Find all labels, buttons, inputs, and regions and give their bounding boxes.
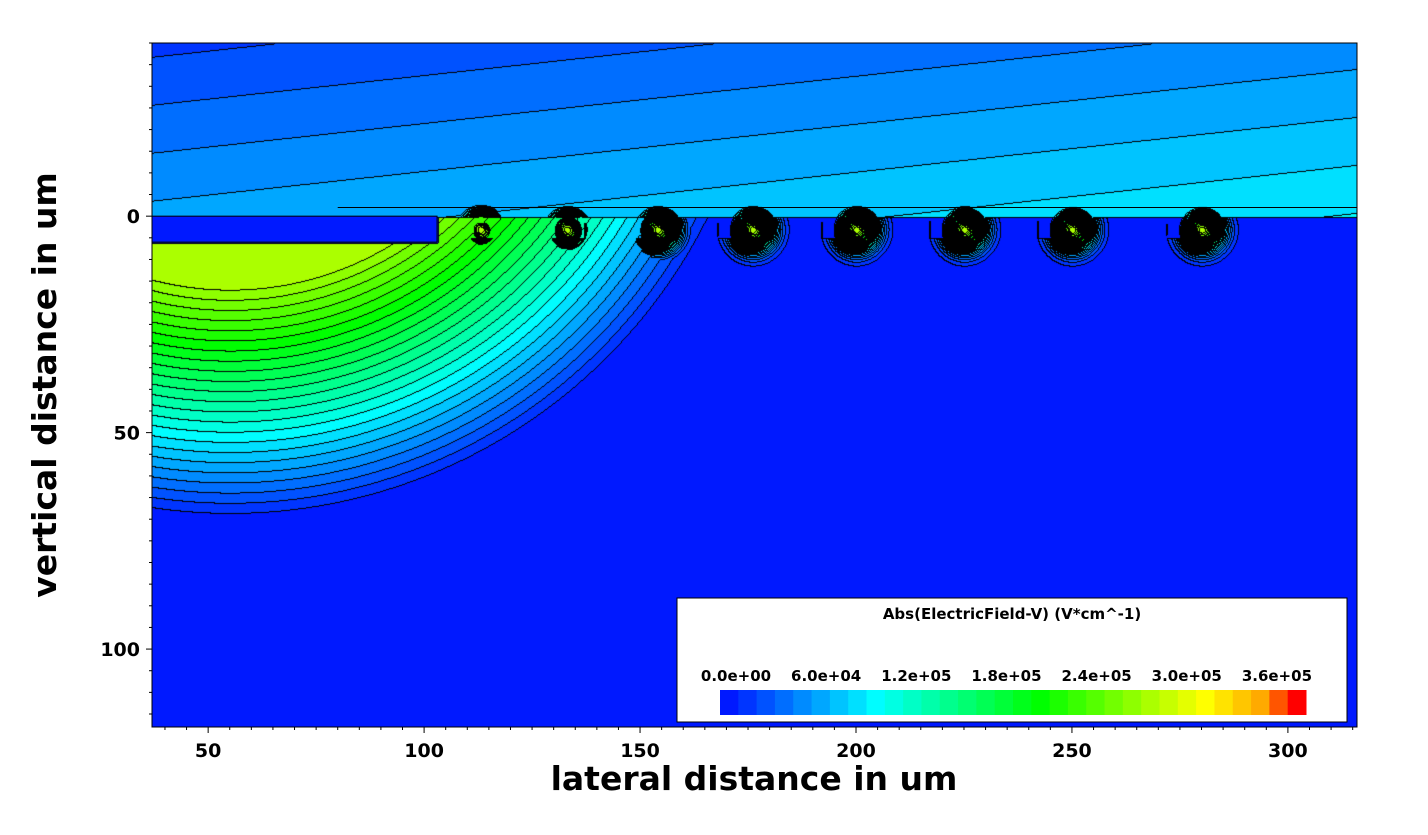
colorbar-swatch bbox=[1031, 690, 1051, 715]
x-tick-label: 100 bbox=[404, 740, 444, 762]
colorbar-tick-labels: 0.0e+00 6.0e+04 1.2e+05 1.8e+05 2.4e+05 3.0e+… bbox=[701, 667, 1312, 685]
y-axis: 0 50 100 bbox=[100, 42, 152, 715]
colorbar-swatch bbox=[738, 690, 758, 715]
x-tick-label: 300 bbox=[1268, 740, 1308, 762]
x-tick-label: 200 bbox=[836, 740, 876, 762]
y-tick-label: 100 bbox=[100, 639, 140, 661]
colorbar-swatch bbox=[1232, 690, 1252, 715]
colorbar-swatch bbox=[866, 690, 886, 715]
colorbar-tick-label: 3.0e+05 bbox=[1152, 667, 1222, 685]
y-tick-label: 50 bbox=[114, 423, 140, 445]
colorbar-swatches bbox=[720, 690, 1307, 715]
y-axis-title: vertical distance in um bbox=[25, 172, 64, 598]
colorbar-swatch bbox=[1013, 690, 1032, 715]
colorbar-swatch bbox=[958, 690, 977, 715]
colorbar-title: Abs(ElectricField-V) (V*cm^-1) bbox=[883, 605, 1141, 623]
colorbar-swatch bbox=[1287, 690, 1307, 715]
colorbar-swatch bbox=[829, 690, 849, 715]
colorbar-tick-label: 0.0e+00 bbox=[701, 667, 771, 685]
colorbar-swatch bbox=[1269, 690, 1289, 715]
plot-frame bbox=[151, 42, 1358, 728]
colorbar-swatch bbox=[1159, 690, 1179, 715]
colorbar-swatch bbox=[756, 690, 776, 715]
colorbar-swatch bbox=[903, 690, 922, 715]
colorbar-tick-label: 1.2e+05 bbox=[881, 667, 951, 685]
x-tick-label: 50 bbox=[195, 740, 221, 762]
colorbar-tick-label: 2.4e+05 bbox=[1062, 667, 1132, 685]
colorbar-tick-label: 6.0e+04 bbox=[791, 667, 861, 685]
device-surface bbox=[152, 207, 1357, 243]
colorbar-tick-label: 1.8e+05 bbox=[971, 667, 1041, 685]
colorbar-swatch bbox=[811, 690, 831, 715]
colorbar-swatch bbox=[1196, 690, 1215, 715]
colorbar-swatch bbox=[1049, 690, 1069, 715]
colorbar-swatch bbox=[921, 690, 941, 715]
x-axis-title: lateral distance in um bbox=[551, 759, 958, 798]
x-tick-label: 150 bbox=[620, 740, 660, 762]
colorbar-swatch bbox=[994, 690, 1014, 715]
x-tick-label: 250 bbox=[1052, 740, 1092, 762]
colorbar-swatch bbox=[1086, 690, 1106, 715]
colorbar-swatch bbox=[884, 690, 904, 715]
colorbar-swatch bbox=[774, 690, 794, 715]
colorbar-swatch bbox=[939, 690, 959, 715]
colorbar-swatch bbox=[1104, 690, 1124, 715]
colorbar-swatch bbox=[1122, 690, 1142, 715]
colorbar-tick-label: 3.6e+05 bbox=[1242, 667, 1312, 685]
colorbar-swatch bbox=[976, 690, 996, 715]
colorbar-swatch bbox=[720, 690, 739, 715]
colorbar-swatch bbox=[1177, 690, 1197, 715]
x-axis: 50 100 150 200 250 300 bbox=[164, 727, 1354, 762]
surface-implant bbox=[152, 215, 438, 243]
colorbar-swatch bbox=[793, 690, 813, 715]
colorbar-swatch bbox=[1141, 690, 1160, 715]
colorbar-swatch bbox=[1214, 690, 1234, 715]
colorbar-legend: Abs(ElectricField-V) (V*cm^-1) 0.0e+00 6.… bbox=[676, 597, 1348, 723]
y-tick-label: 0 bbox=[127, 206, 140, 228]
colorbar-swatch bbox=[1251, 690, 1270, 715]
colorbar-swatch bbox=[848, 690, 867, 715]
colorbar-swatch bbox=[1067, 690, 1087, 715]
